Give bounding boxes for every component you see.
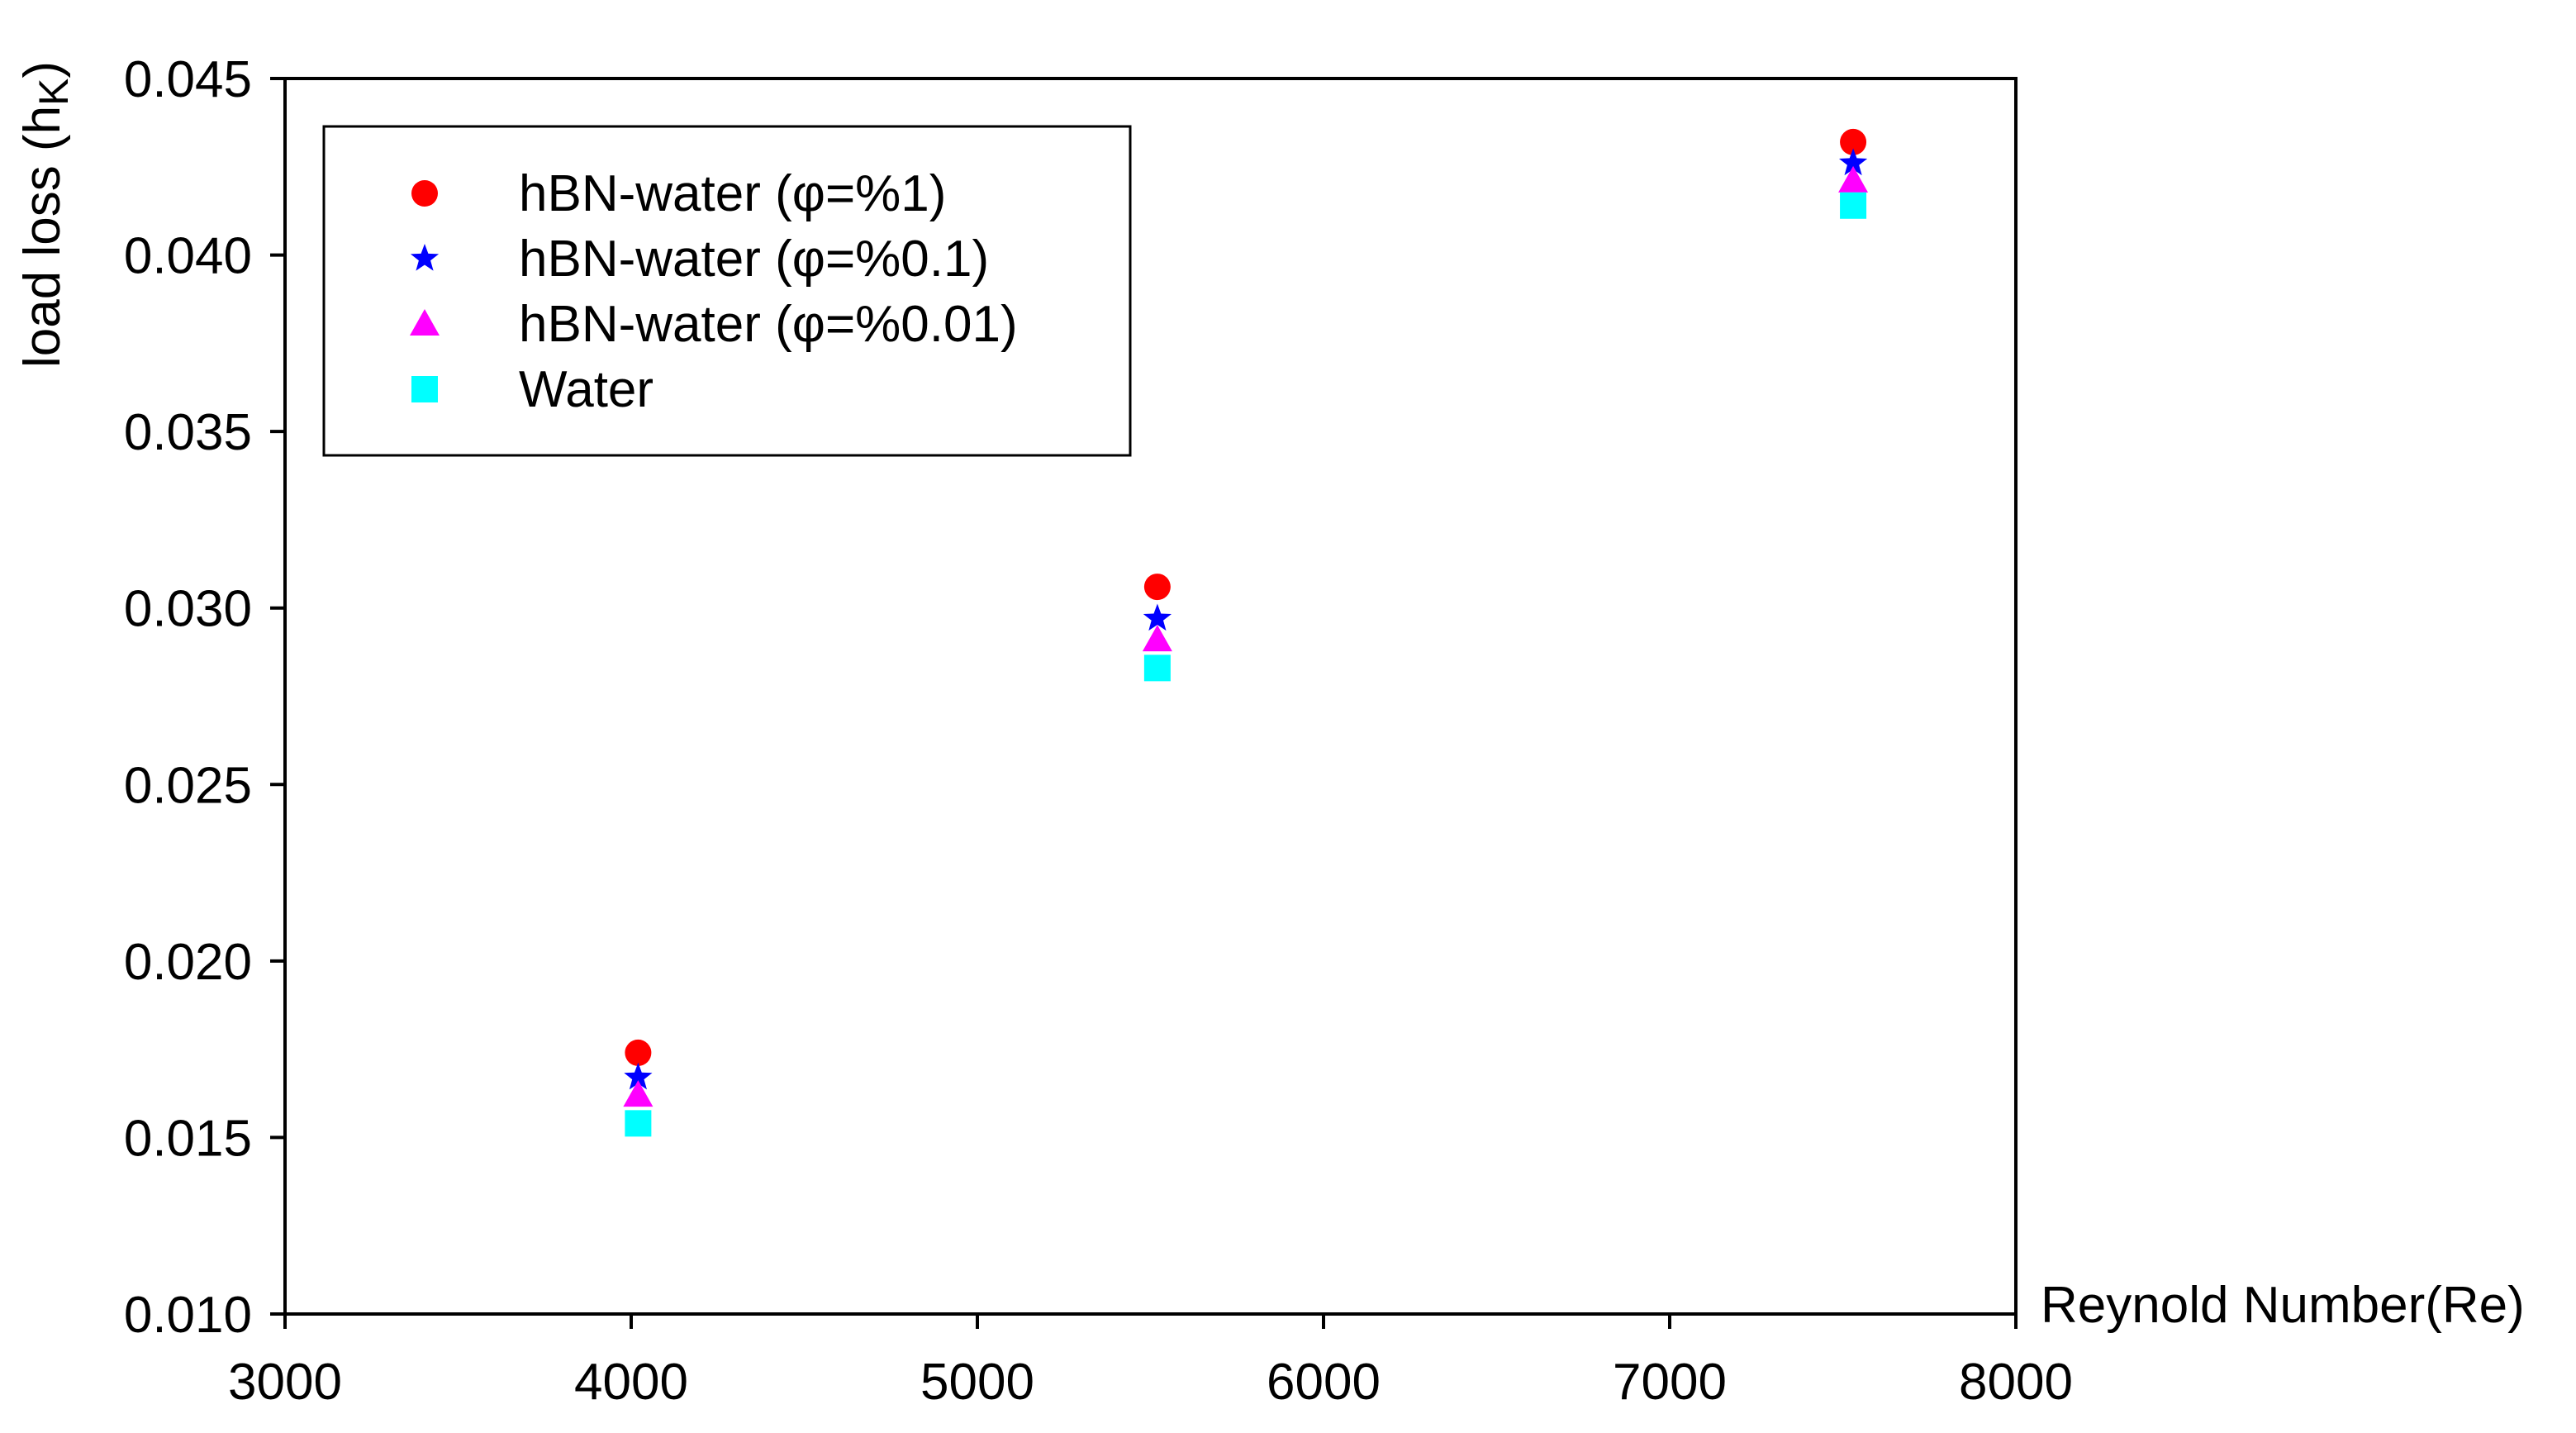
data-point-square bbox=[625, 1110, 652, 1137]
data-point-square bbox=[1143, 655, 1171, 682]
legend-marker-circle bbox=[411, 180, 438, 207]
x-tick-label: 3000 bbox=[228, 1354, 342, 1411]
legend-box bbox=[322, 125, 1132, 457]
data-point-triangle bbox=[1838, 165, 1869, 193]
legend-label-2: hBN-water (φ=%0.1) bbox=[519, 231, 989, 288]
y-axis-title-main: load loss (h bbox=[14, 106, 71, 368]
legend-markers bbox=[410, 180, 440, 402]
data-point-circle bbox=[1143, 574, 1171, 601]
y-tick-label: 0.045 bbox=[124, 51, 252, 108]
y-tick-label: 0.010 bbox=[124, 1287, 252, 1344]
data-point-circle bbox=[625, 1039, 652, 1066]
y-tick-label: 0.020 bbox=[124, 934, 252, 991]
data-point-star bbox=[1143, 603, 1172, 631]
legend-marker-triangle bbox=[410, 309, 440, 336]
y-axis-title-subscript: K bbox=[31, 79, 77, 106]
y-tick-label: 0.030 bbox=[124, 581, 252, 638]
legend-marker-star bbox=[410, 244, 440, 271]
legend-label-1: hBN-water (φ=%1) bbox=[519, 165, 946, 222]
y-axis-title: load loss (hK) bbox=[14, 61, 77, 368]
x-tick-label: 7000 bbox=[1613, 1354, 1727, 1411]
data-point-square bbox=[1840, 192, 1867, 219]
y-axis-ticks: 0.010 0.015 0.020 0.025 0.030 0.035 0.040 0.045 bbox=[124, 51, 285, 1344]
data-point-star bbox=[1839, 148, 1868, 176]
data-point-triangle bbox=[1142, 625, 1172, 652]
x-tick-label: 6000 bbox=[1267, 1354, 1381, 1411]
data-point-circle bbox=[1840, 128, 1867, 155]
plot-frame bbox=[283, 77, 2018, 1316]
data-point-triangle bbox=[623, 1080, 654, 1107]
legend-label-4: Water bbox=[519, 361, 654, 418]
legend-marker-square bbox=[411, 376, 438, 402]
x-tick-label: 4000 bbox=[574, 1354, 688, 1411]
x-tick-label: 8000 bbox=[1959, 1354, 2073, 1411]
y-tick-label: 0.015 bbox=[124, 1110, 252, 1167]
data-point-star bbox=[624, 1062, 653, 1090]
legend: hBN-water (φ=%1) hBN-water (φ=%0.1) hBN-… bbox=[322, 125, 1132, 457]
x-axis-ticks: 3000 4000 5000 6000 7000 8000 bbox=[228, 1314, 2073, 1411]
y-axis-title-close: ) bbox=[14, 61, 71, 79]
y-tick-label: 0.040 bbox=[124, 228, 252, 285]
y-tick-label: 0.025 bbox=[124, 757, 252, 814]
y-tick-label: 0.035 bbox=[124, 404, 252, 461]
x-axis-title: Reynold Number(Re) bbox=[2041, 1277, 2525, 1334]
legend-label-3: hBN-water (φ=%0.01) bbox=[519, 296, 1018, 353]
data-points bbox=[623, 128, 1869, 1137]
x-tick-label: 5000 bbox=[920, 1354, 1034, 1411]
